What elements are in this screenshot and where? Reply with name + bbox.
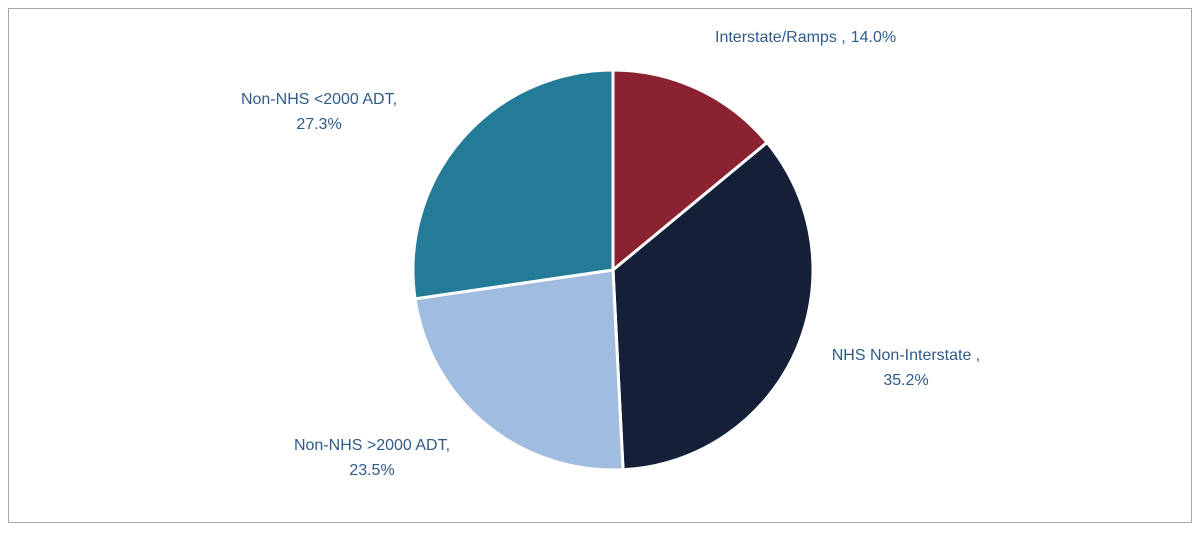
pie-slice — [611, 140, 815, 472]
slice-label-group: Interstate/Ramps , 14.0% — [715, 29, 896, 46]
pie-slice — [411, 68, 615, 301]
slice-label: Interstate/Ramps , — [715, 29, 846, 46]
slice-label: NHS Non-Interstate , — [832, 347, 981, 364]
slice-value-label: 27.3% — [296, 116, 341, 133]
slice-label: Non-NHS <2000 ADT, — [241, 91, 397, 108]
pie-slice — [413, 268, 625, 472]
slice-value-label: 14.0% — [851, 29, 896, 46]
slice-label: Non-NHS >2000 ADT, — [294, 437, 450, 454]
slice-value-label: 23.5% — [349, 462, 394, 479]
pie-slice — [611, 68, 770, 274]
slice-value-label: 35.2% — [883, 372, 928, 389]
